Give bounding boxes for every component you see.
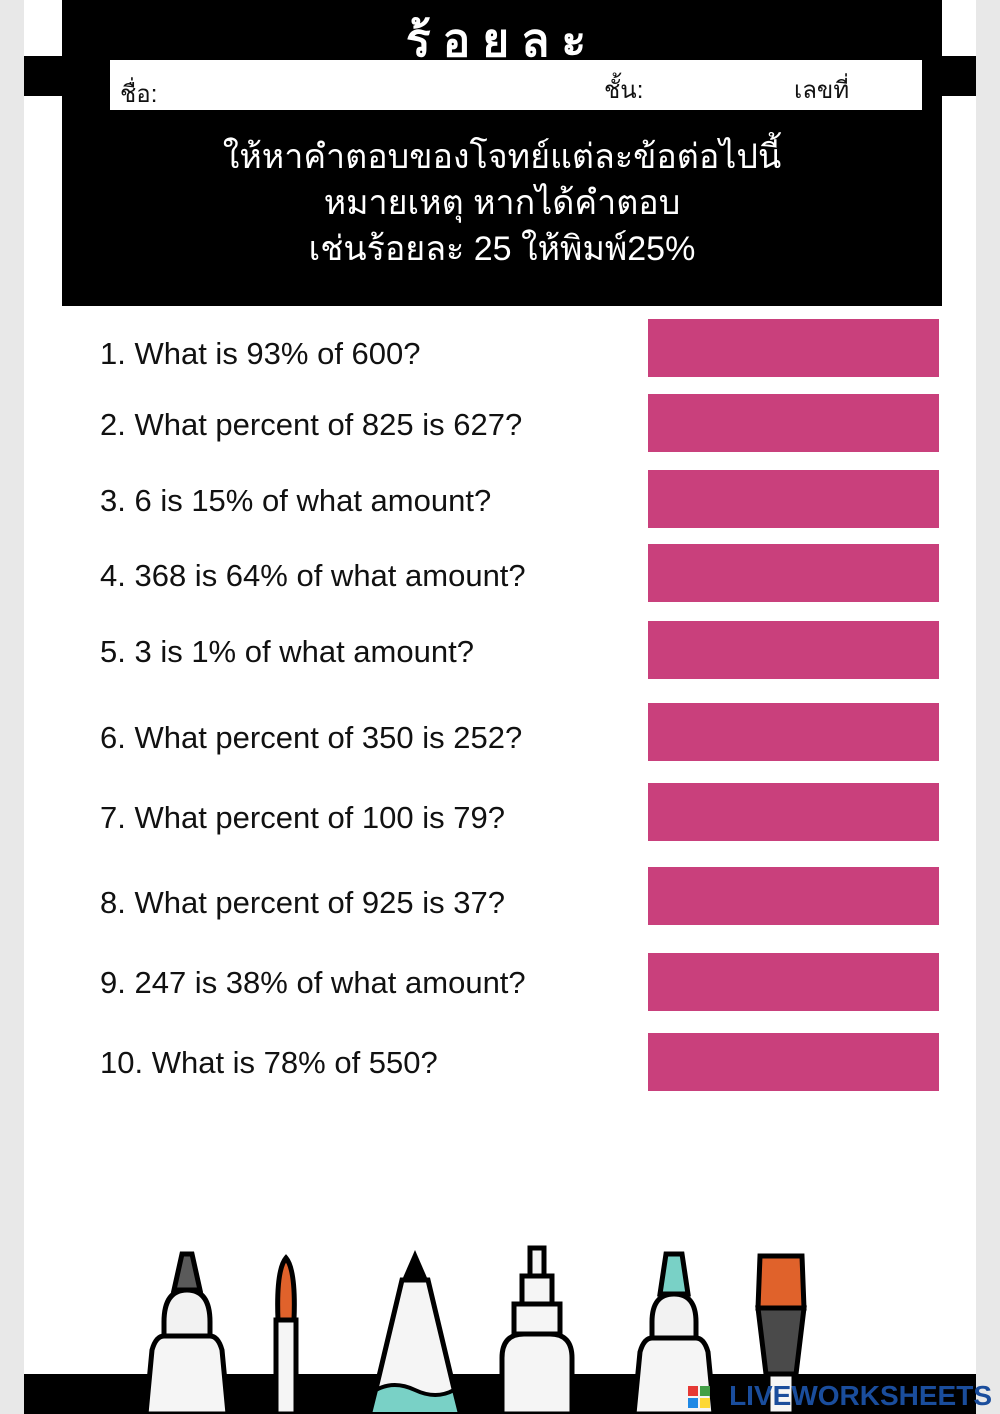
question-text: 1. What is 93% of 600? [100,336,421,371]
answer-input[interactable] [648,544,939,602]
paintbrush-icon [273,1254,299,1414]
number-label: เลขที่ [794,77,850,104]
answer-input[interactable] [648,953,939,1011]
name-label: ชื่อ: [120,81,158,108]
class-label: ชั้น: [604,77,644,104]
watermark-text: LIVEWORKSHEETS [729,1380,992,1411]
question-text: 6. What percent of 350 is 252? [100,720,523,755]
answer-input[interactable] [648,703,939,761]
worksheet-title: ร้อยละ [405,14,599,66]
liveworksheets-logo-icon [688,1386,710,1408]
answer-input[interactable] [648,1033,939,1091]
answer-input[interactable] [648,867,939,925]
instruction-line: เช่นร้อยละ 25 ให้พิมพ์25% [308,230,696,268]
answer-input[interactable] [648,319,939,377]
question-text: 10. What is 78% of 550? [100,1045,438,1080]
answer-input[interactable] [648,783,939,841]
answer-input[interactable] [648,470,939,528]
question-text: 4. 368 is 64% of what amount? [100,558,526,593]
flat-brush-icon [755,1253,807,1414]
question-text: 5. 3 is 1% of what amount? [100,634,474,669]
instruction-line: หมายเหตุ หากได้คำตอบ [323,184,681,222]
question-text: 7. What percent of 100 is 79? [100,800,505,835]
pencil-icon [367,1250,463,1414]
student-info-box: ชื่อ: ชั้น: เลขที่ [110,60,922,110]
question-text: 8. What percent of 925 is 37? [100,885,505,920]
question-text: 9. 247 is 38% of what amount? [100,965,526,1000]
answer-input[interactable] [648,394,939,452]
technical-pen-icon [499,1245,575,1414]
instruction-line: ให้หาคำตอบของโจทย์แต่ละข้อต่อไปนี้ [222,138,782,176]
header-panel: ร้อยละ ชื่อ: ชั้น: เลขที่ ให้หาคำตอบของโ… [62,0,942,306]
art-tools-illustration [143,1245,807,1414]
question-text: 2. What percent of 825 is 627? [100,407,523,442]
instructions: ให้หาคำตอบของโจทย์แต่ละข้อต่อไปนี้ หมายเ… [62,134,942,272]
marker-icon [143,1251,231,1414]
question-text: 3. 6 is 15% of what amount? [100,483,492,518]
answer-input[interactable] [648,621,939,679]
